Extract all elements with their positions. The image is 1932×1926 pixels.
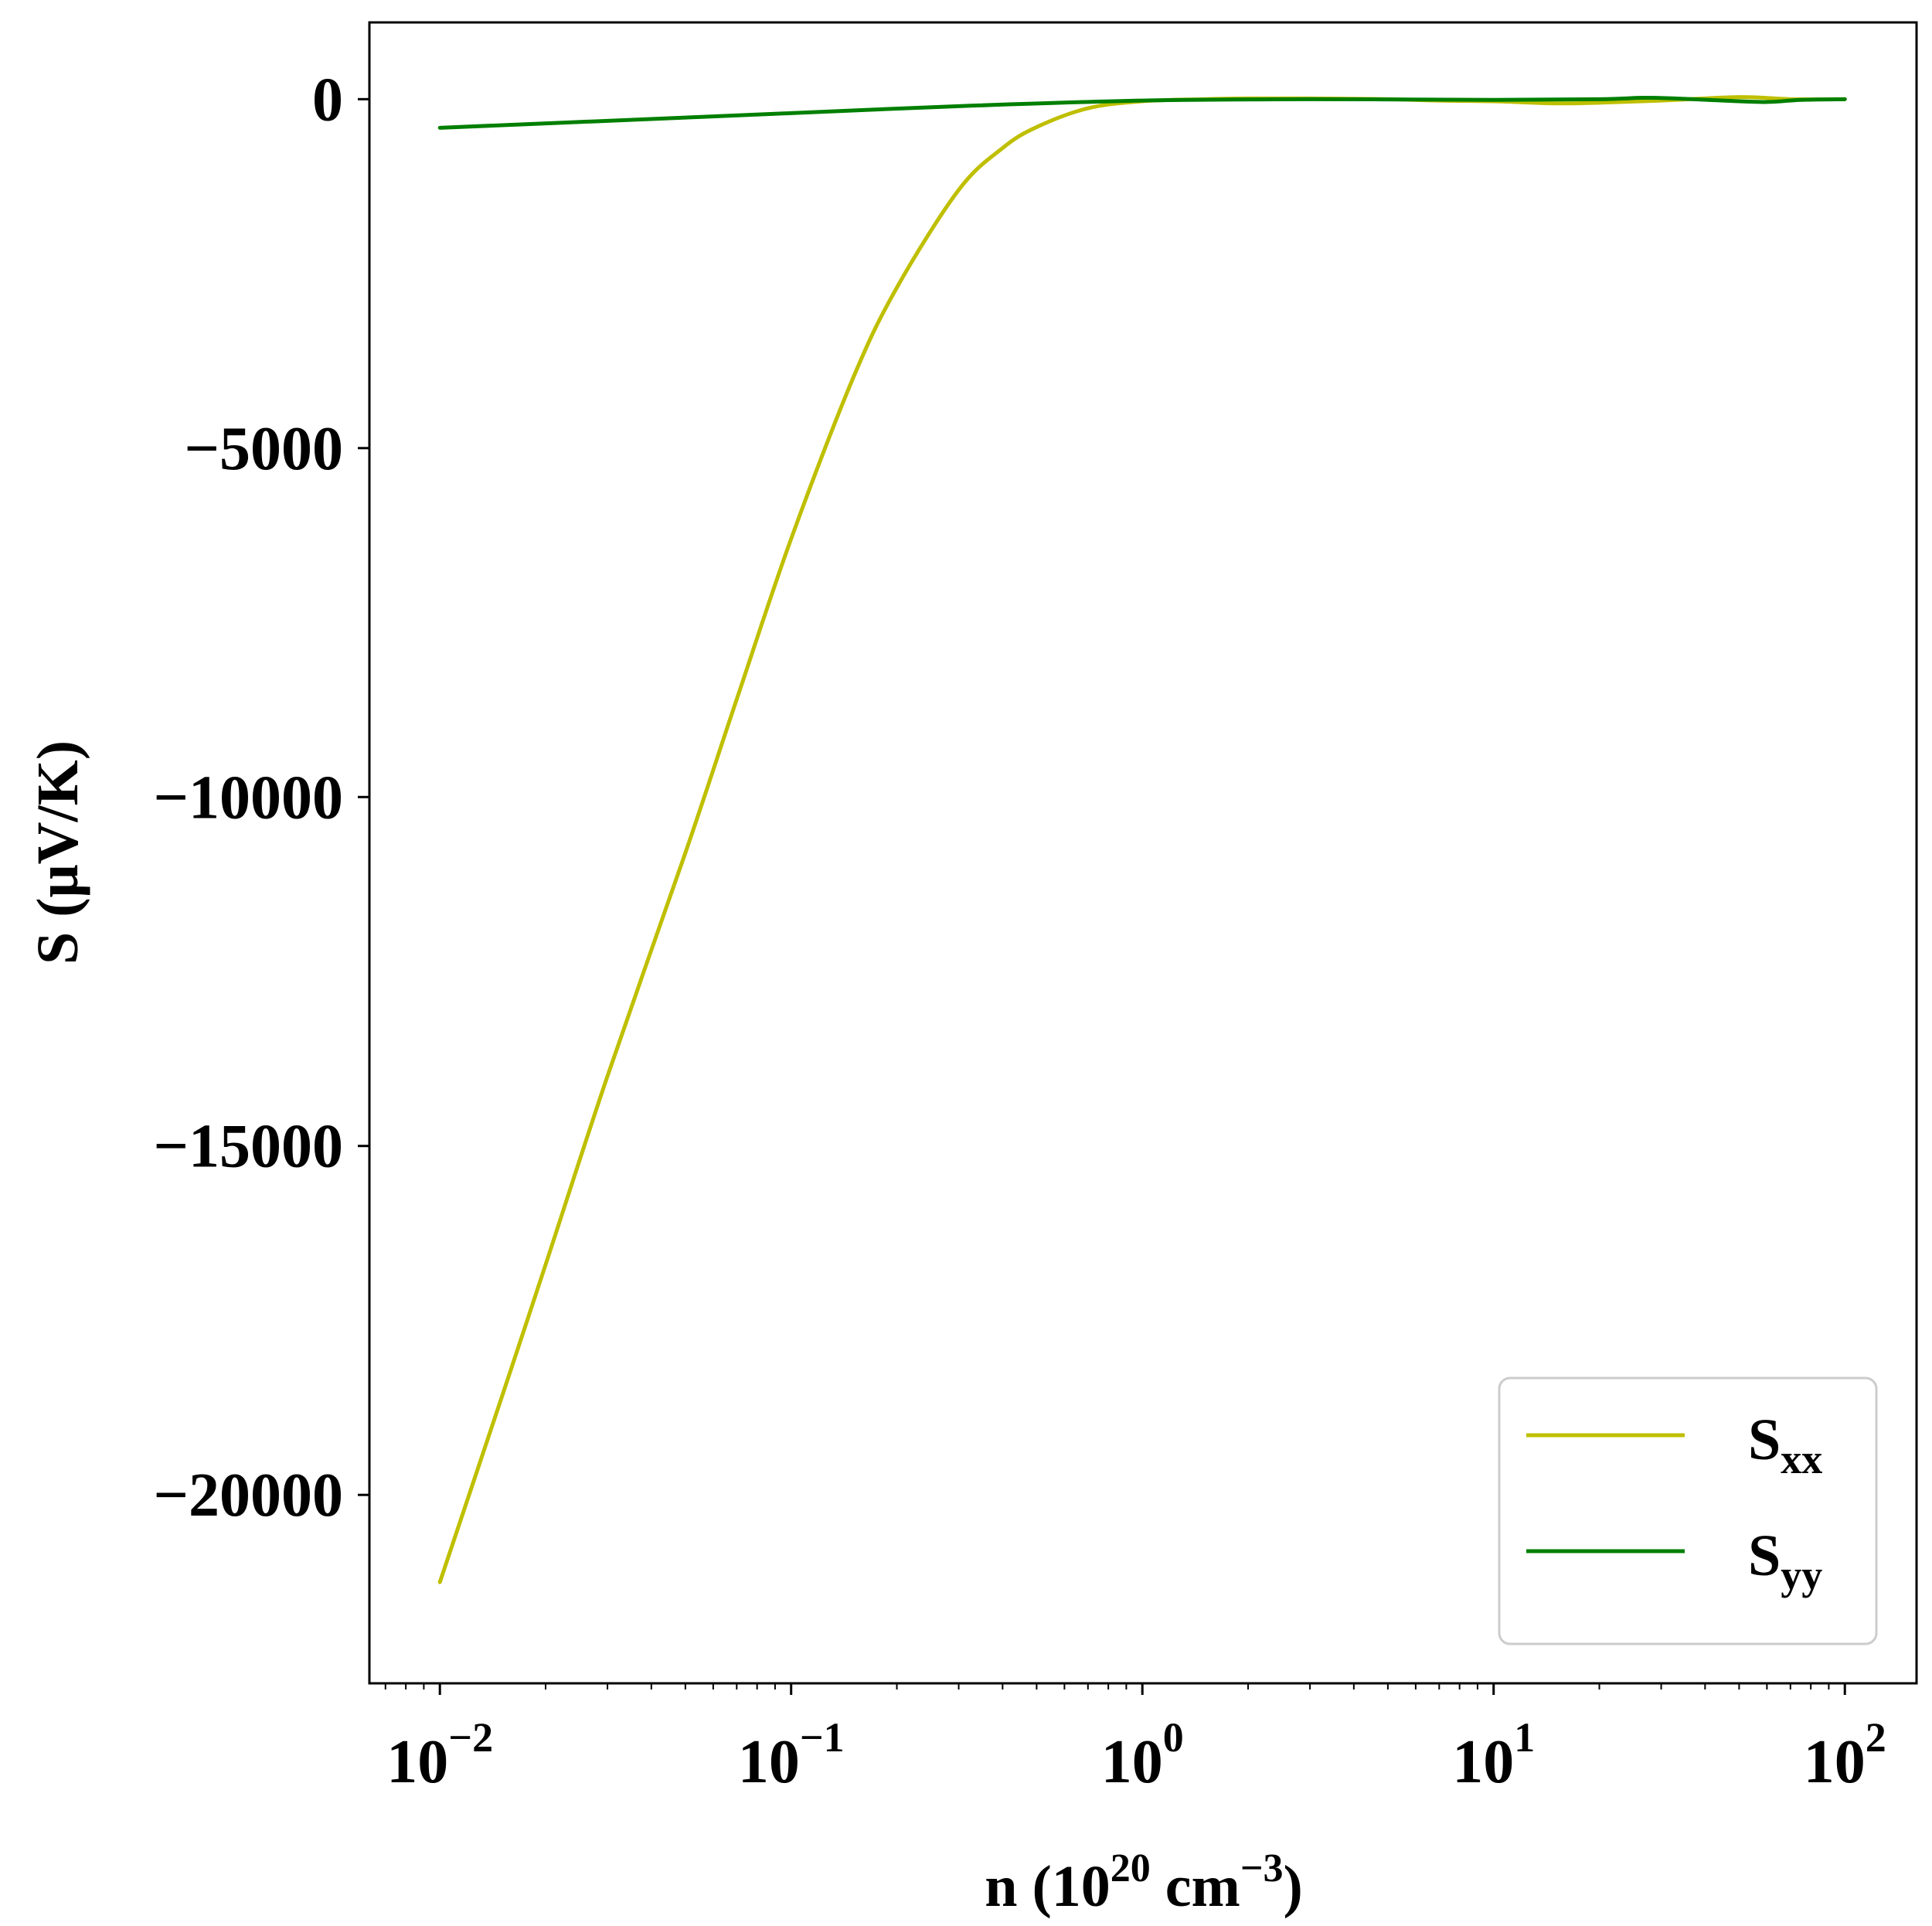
legend-label-sxx-main: S (1748, 1407, 1781, 1472)
x-tick-base: 10 (1452, 1728, 1514, 1796)
legend-label-syy-main: S (1748, 1523, 1781, 1588)
legend-label-sxx-sub: xx (1781, 1436, 1822, 1482)
x-tick-exponent: 1 (1514, 1714, 1535, 1761)
x-tick-base: 10 (1101, 1728, 1163, 1796)
x-axis-label-mid: cm (1151, 1854, 1240, 1919)
x-tick-label: 102 (1804, 1714, 1886, 1796)
y-tick-label: −20000 (153, 1462, 343, 1530)
x-tick-label: 101 (1452, 1714, 1535, 1796)
y-tick-label: −15000 (153, 1113, 343, 1181)
x-axis-label-base: n (10 (985, 1854, 1111, 1919)
x-tick-exponent: −2 (448, 1714, 493, 1761)
x-tick-label: 100 (1101, 1714, 1184, 1796)
x-tick-label: 10−2 (386, 1714, 493, 1796)
y-axis-label: S (μV/K) (26, 740, 90, 965)
x-axis-label-end: ) (1283, 1854, 1302, 1919)
x-tick-base: 10 (1804, 1728, 1866, 1796)
legend-label-syy-sub: yy (1781, 1552, 1822, 1598)
x-tick-base: 10 (386, 1728, 448, 1796)
y-axis-ticks: 0 −5000 −10000 −15000 −20000 (153, 66, 369, 1530)
x-axis-label-sup1: 20 (1111, 1846, 1151, 1890)
x-tick-exponent: 0 (1163, 1714, 1184, 1761)
legend: Sxx Syy (1498, 1376, 1878, 1645)
y-tick-label: −10000 (153, 764, 343, 832)
x-axis-ticks: 10−2 10−1 100 101 102 (384, 1683, 1886, 1796)
x-tick-base: 10 (738, 1728, 800, 1796)
x-tick-exponent: −1 (800, 1714, 845, 1761)
x-tick-exponent: 2 (1866, 1714, 1886, 1761)
x-axis-label-sup2: −3 (1240, 1846, 1284, 1890)
x-tick-label: 10−1 (738, 1714, 845, 1796)
legend-label-sxx: Sxx (1748, 1407, 1822, 1482)
y-tick-label: −5000 (184, 415, 343, 483)
series-layer (437, 95, 1847, 1584)
y-tick-label: 0 (312, 66, 343, 134)
x-axis-label: n (1020 cm−3) (985, 1846, 1303, 1919)
legend-box (1498, 1376, 1878, 1645)
series-line-syy (437, 96, 1847, 130)
series-line-sxx (437, 95, 1847, 1584)
legend-label-syy: Syy (1748, 1523, 1822, 1598)
